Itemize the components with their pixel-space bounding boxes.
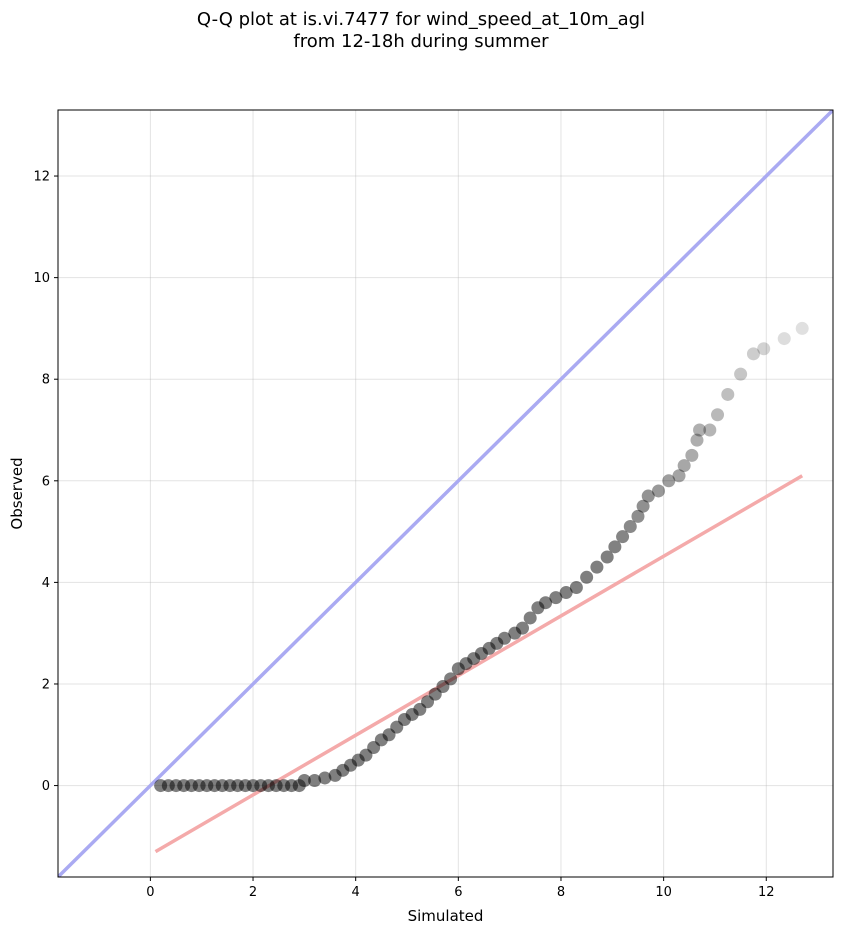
- y-tick-label: 6: [42, 474, 50, 489]
- data-point: [672, 469, 686, 483]
- data-point: [318, 771, 332, 785]
- x-tick-label: 4: [352, 885, 360, 900]
- data-point: [711, 408, 725, 422]
- y-tick-label: 0: [42, 779, 50, 794]
- data-point: [746, 347, 760, 361]
- data-point: [515, 621, 529, 635]
- chart-title-line-1: Q-Q plot at is.vi.7477 for wind_speed_at…: [196, 9, 646, 30]
- y-tick-label: 4: [42, 576, 50, 591]
- data-point: [297, 773, 311, 787]
- y-axis-label: Observed: [8, 457, 26, 529]
- data-point: [734, 367, 748, 381]
- data-point: [569, 580, 583, 594]
- x-tick-label: 10: [655, 885, 672, 900]
- data-point: [721, 387, 735, 401]
- ticks: 0 2 4 6 8 10 12 0 2 4 6 8 10 12: [33, 170, 774, 900]
- data-point: [631, 509, 645, 523]
- x-tick-label: 12: [758, 885, 775, 900]
- x-tick-label: 8: [557, 885, 565, 900]
- chart-title-line-2: from 12-18h during summer: [293, 31, 549, 52]
- y-tick-label: 12: [33, 170, 50, 185]
- data-point: [685, 448, 699, 462]
- data-point: [703, 423, 717, 437]
- x-tick-label: 6: [454, 885, 462, 900]
- data-point: [636, 499, 650, 513]
- data-point: [690, 433, 704, 447]
- data-point: [559, 586, 573, 600]
- data-point: [616, 530, 630, 544]
- data-point: [662, 474, 676, 488]
- x-tick-label: 2: [249, 885, 257, 900]
- data-point: [444, 672, 458, 686]
- y-tick-label: 2: [42, 677, 50, 692]
- data-point: [308, 773, 322, 787]
- data-point: [777, 332, 791, 346]
- data-point: [600, 550, 614, 564]
- data-point: [693, 423, 707, 437]
- data-point: [641, 489, 655, 503]
- plot-frame: [57, 109, 834, 878]
- fit-line: [154, 474, 804, 854]
- y-tick-label: 8: [42, 373, 50, 388]
- data-point: [608, 540, 622, 554]
- data-point: [677, 459, 691, 473]
- data-point: [757, 342, 771, 356]
- x-axis-label: Simulated: [408, 907, 484, 925]
- data-point: [795, 321, 809, 335]
- grid: [58, 110, 833, 877]
- y-tick-label: 10: [33, 271, 50, 286]
- data-point: [651, 484, 665, 498]
- data-point: [590, 560, 604, 574]
- data-point: [580, 570, 594, 584]
- reference-lines: [58, 110, 833, 877]
- identity-line: [58, 110, 833, 877]
- data-point: [549, 591, 563, 605]
- data-point: [623, 520, 637, 534]
- data-point: [523, 611, 537, 625]
- data-points: [154, 321, 809, 793]
- data-point: [539, 596, 553, 610]
- x-tick-label: 0: [146, 885, 154, 900]
- data-point: [498, 631, 512, 645]
